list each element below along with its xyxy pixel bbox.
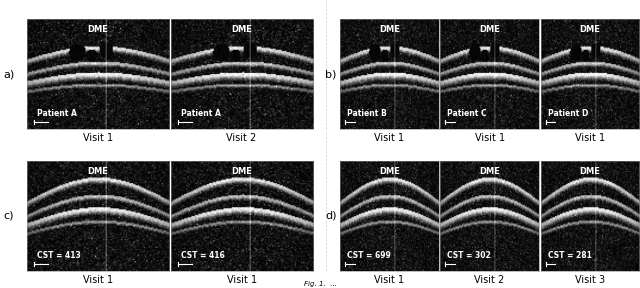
Text: Patient A: Patient A [36, 109, 76, 118]
Text: Visit 1: Visit 1 [83, 133, 113, 143]
Text: CST = 302: CST = 302 [447, 251, 491, 260]
Text: DME: DME [87, 167, 108, 176]
Text: Visit 2: Visit 2 [474, 275, 505, 285]
Text: CST = 413: CST = 413 [36, 251, 80, 260]
Text: DME: DME [231, 167, 252, 176]
Text: Visit 1: Visit 1 [374, 275, 404, 285]
Text: DME: DME [379, 25, 400, 34]
Text: Visit 1: Visit 1 [227, 275, 257, 285]
Text: DME: DME [579, 25, 600, 34]
Text: Visit 1: Visit 1 [83, 275, 113, 285]
Text: CST = 416: CST = 416 [180, 251, 224, 260]
Text: DME: DME [379, 167, 400, 176]
Text: Visit 2: Visit 2 [227, 133, 257, 143]
Text: DME: DME [479, 167, 500, 176]
Text: Patient C: Patient C [447, 109, 487, 118]
Text: Patient A: Patient A [180, 109, 220, 118]
Text: Fig. 1.  ...: Fig. 1. ... [303, 281, 337, 287]
Text: DME: DME [231, 25, 252, 34]
Text: DME: DME [87, 25, 108, 34]
Text: a): a) [3, 69, 15, 79]
Text: b): b) [325, 69, 337, 79]
Text: Patient D: Patient D [548, 109, 588, 118]
Text: CST = 699: CST = 699 [347, 251, 391, 260]
Text: Visit 3: Visit 3 [575, 275, 605, 285]
Text: c): c) [3, 211, 13, 221]
Text: Patient B: Patient B [347, 109, 387, 118]
Text: CST = 281: CST = 281 [548, 251, 591, 260]
Text: DME: DME [479, 25, 500, 34]
Text: Visit 1: Visit 1 [474, 133, 505, 143]
Text: Visit 1: Visit 1 [374, 133, 404, 143]
Text: Visit 1: Visit 1 [575, 133, 605, 143]
Text: d): d) [325, 211, 337, 221]
Text: DME: DME [579, 167, 600, 176]
